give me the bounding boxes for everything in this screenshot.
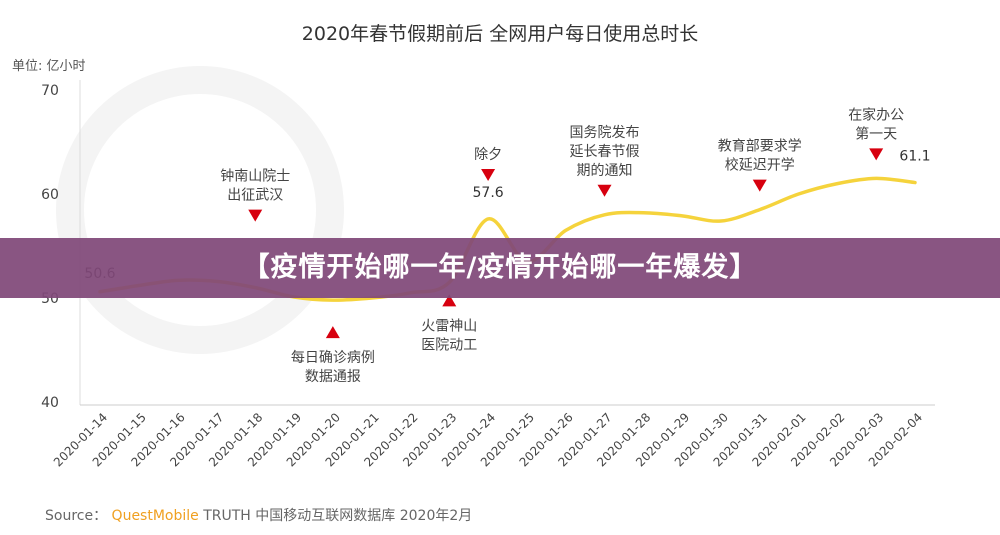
- watermark-logo: [56, 66, 344, 354]
- title-banner: 【疫情开始哪一年/疫情开始哪一年爆发】: [0, 238, 1000, 298]
- event-annotation: 医院动工: [421, 337, 477, 353]
- data-label: 61.1: [899, 149, 930, 165]
- event-annotation: 除夕: [474, 147, 502, 163]
- event-marker-down: [869, 148, 884, 161]
- event-marker-up: [442, 294, 457, 307]
- event-marker-down: [248, 209, 263, 222]
- data-label: 57.6: [473, 185, 504, 201]
- event-annotation: 教育部要求学: [718, 139, 802, 155]
- y-tick-label: 60: [41, 187, 59, 203]
- event-marker-down: [597, 184, 612, 197]
- unit-label: 单位: 亿小时: [12, 59, 86, 74]
- event-annotation: 校延迟开学: [725, 157, 795, 174]
- event-annotation: 第一天: [855, 125, 897, 142]
- event-annotation: 期的通知: [577, 162, 633, 179]
- event-annotation: 在家办公: [848, 106, 904, 123]
- event-marker-down: [752, 179, 767, 192]
- y-tick-label: 40: [41, 395, 59, 411]
- event-marker-down: [481, 168, 496, 181]
- chart-title: 2020年春节假期前后 全网用户每日使用总时长: [302, 23, 698, 45]
- y-tick-label: 70: [41, 83, 59, 99]
- event-marker-up: [325, 326, 340, 339]
- event-annotation: 国务院发布: [570, 125, 640, 141]
- event-annotation: 出征武汉: [227, 188, 283, 204]
- event-annotation: 数据通报: [305, 369, 361, 385]
- source-note: Source： QuestMobile TRUTH 中国移动互联网数据库 202…: [45, 508, 472, 524]
- title-banner-text: 【疫情开始哪一年/疫情开始哪一年爆发】: [242, 252, 758, 283]
- event-annotation: 火雷神山: [421, 318, 477, 334]
- event-annotation: 钟南山院士: [220, 168, 290, 185]
- event-annotation: 延长春节假: [570, 144, 640, 160]
- event-annotation: 每日确诊病例: [291, 350, 375, 366]
- source-brand: QuestMobile: [112, 508, 199, 524]
